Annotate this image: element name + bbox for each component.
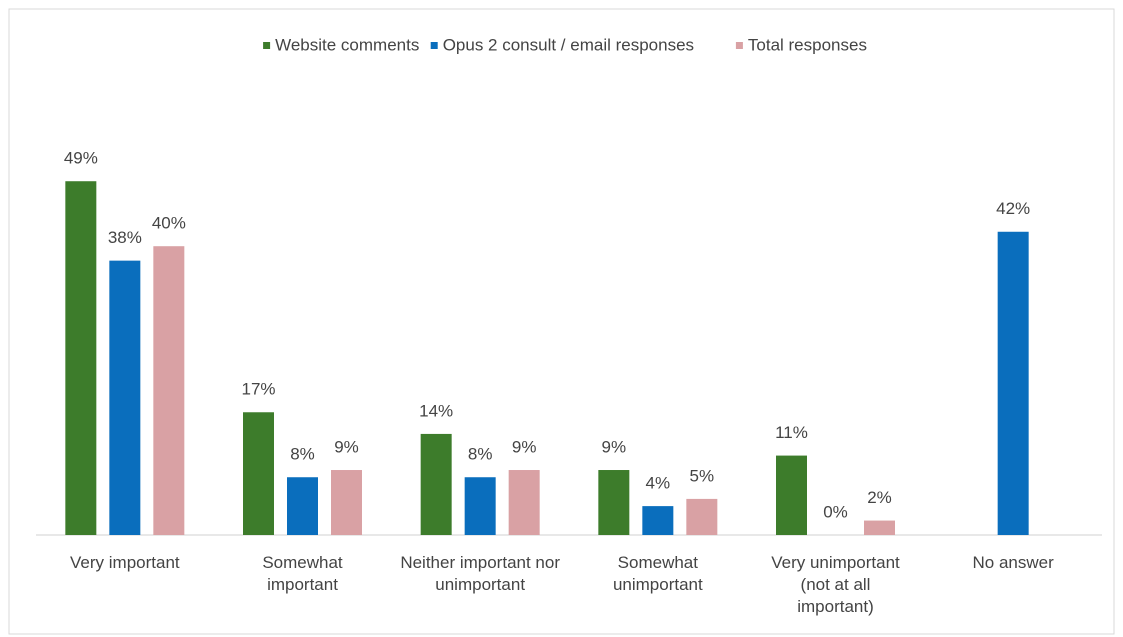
value-label: 9% xyxy=(602,438,627,457)
value-label: 8% xyxy=(290,445,315,464)
x-tick-label: Somewhat unimportant xyxy=(612,553,703,594)
bar xyxy=(508,470,540,535)
bar xyxy=(598,470,630,535)
legend-swatch xyxy=(263,42,271,49)
bar xyxy=(864,520,895,535)
legend-label: Total responses xyxy=(748,35,867,54)
bar xyxy=(420,433,452,535)
value-label: 38% xyxy=(108,228,142,247)
bar xyxy=(243,412,274,535)
bar xyxy=(153,246,185,535)
bar xyxy=(686,498,718,535)
legend-label: Opus 2 consult / email responses xyxy=(443,35,694,54)
value-label: 8% xyxy=(468,445,493,464)
value-label: 14% xyxy=(419,401,453,420)
x-tick-label: Somewhat important xyxy=(262,553,343,594)
bar xyxy=(331,470,362,535)
legend-label: Website comments xyxy=(275,35,419,54)
value-label: 9% xyxy=(512,438,537,457)
bar xyxy=(109,260,141,535)
bar xyxy=(464,477,496,535)
legend-swatch xyxy=(735,42,743,49)
value-label: 49% xyxy=(64,149,98,168)
value-label: 40% xyxy=(152,214,186,233)
bar xyxy=(287,477,318,535)
bar xyxy=(997,231,1029,535)
bar xyxy=(776,455,807,535)
x-tick-label: Very unimportant (not at all important) xyxy=(771,553,900,616)
value-label: 17% xyxy=(241,380,275,399)
value-label: 9% xyxy=(334,438,359,457)
value-label: 11% xyxy=(775,423,808,442)
value-label: 5% xyxy=(690,466,715,485)
value-label: 0% xyxy=(823,502,848,521)
x-tick-label: Neither important nor unimportant xyxy=(400,553,560,594)
x-tick-label: Very important xyxy=(70,553,180,572)
value-label: 2% xyxy=(867,488,892,507)
frame xyxy=(8,8,1115,635)
legend-swatch xyxy=(430,42,438,49)
value-label: 42% xyxy=(996,199,1030,218)
bar xyxy=(642,506,674,535)
value-label: 4% xyxy=(646,474,671,493)
x-tick-label: No answer xyxy=(972,553,1054,572)
bar xyxy=(65,181,97,535)
